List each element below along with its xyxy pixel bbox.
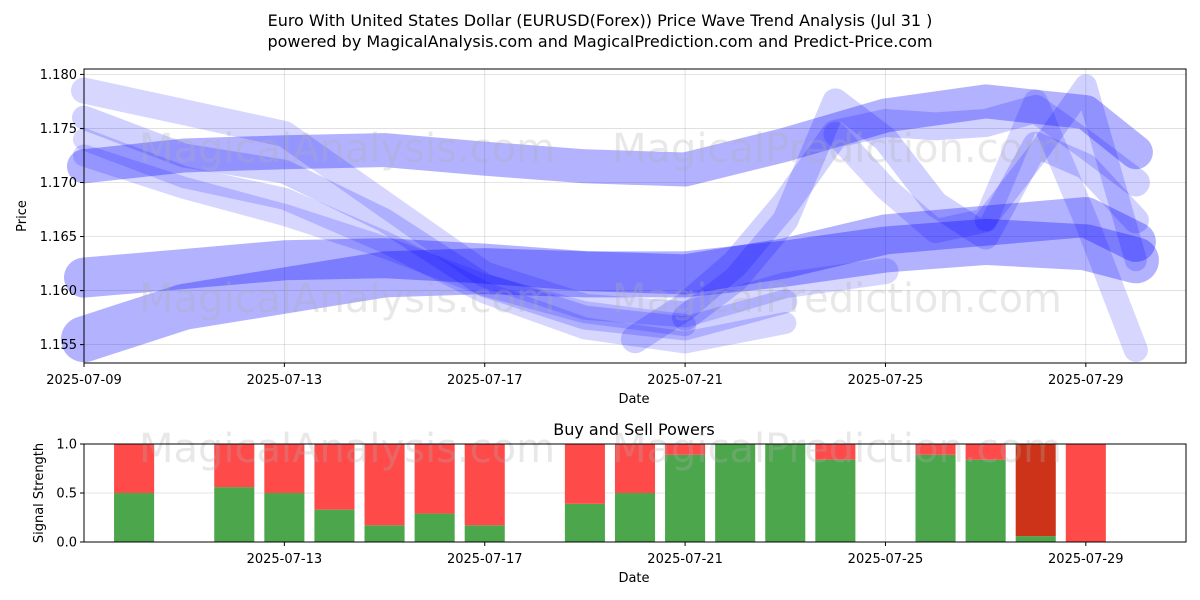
sell-bar: [815, 444, 856, 460]
buy-bar: [815, 459, 856, 542]
watermark-analysis-bottom: MagicalAnalysis.com: [139, 426, 555, 472]
power-x-tick-label: 2025-07-25: [848, 552, 924, 567]
price-y-tick-label: 1.175: [40, 122, 77, 137]
price-wave-wave-down-4: [73, 144, 697, 337]
power-x-tick-label: 2025-07-21: [647, 552, 723, 567]
buy-bar: [214, 487, 255, 542]
price-y-tick-label: 1.165: [40, 230, 77, 245]
sell-bar: [214, 444, 255, 488]
power-x-tick-label: 2025-07-13: [247, 552, 323, 567]
price-wave-wave-middle: [64, 197, 1156, 298]
price-grid: [83, 69, 1186, 363]
power-y-tick-label: 0.5: [56, 487, 77, 502]
price-wave-wave-down-1: [71, 77, 899, 328]
price-x-tick-label: 2025-07-09: [46, 373, 122, 388]
buy-bar: [765, 444, 806, 542]
watermark-analysis-top: MagicalAnalysis.com: [139, 126, 555, 172]
price-wave-wave-up-2: [672, 88, 1149, 331]
power-y-label: Signal Strength: [32, 443, 47, 543]
price-y-label: Price: [15, 200, 30, 232]
buy-bar: [364, 525, 405, 542]
price-wave-wave-upper: [67, 84, 1153, 187]
sell-bar: [564, 444, 605, 504]
buy-bar: [564, 503, 605, 542]
price-waves: [61, 74, 1159, 363]
power-x-tick-label: 2025-07-29: [1048, 552, 1124, 567]
sell-bar: [414, 444, 455, 514]
power-x-ticks: 2025-07-13 2025-07-17 2025-07-21 2025-07-25…: [247, 542, 1124, 567]
power-axes: Buy and Sell Powers MagicalAnalysis.com …: [32, 420, 1187, 586]
price-y-tick-label: 1.180: [40, 68, 77, 83]
sell-bar: [665, 444, 706, 455]
watermark-prediction-mid: MagicalPrediction.com: [612, 276, 1062, 322]
sell-bar: [114, 444, 155, 493]
price-wave-wave-down-3: [73, 128, 797, 354]
buy-bar: [665, 454, 706, 542]
sell-bar: [915, 444, 956, 455]
sell-bar: [1065, 444, 1106, 542]
buy-bar: [314, 509, 355, 542]
price-wave-wave-down-2: [72, 105, 798, 341]
price-y-tick-label: 1.170: [40, 176, 77, 191]
price-y-ticks: 1.155 1.160 1.165 1.170 1.175 1.180: [40, 68, 84, 353]
price-x-label: Date: [618, 392, 649, 407]
buy-bar: [414, 513, 455, 542]
power-x-label: Date: [618, 571, 649, 586]
price-x-tick-label: 2025-07-17: [447, 373, 523, 388]
watermark-prediction-bottom: MagicalPrediction.com: [612, 426, 1062, 472]
buy-bar: [915, 454, 956, 542]
power-y-tick-label: 0.0: [56, 536, 77, 551]
chart-title-line1: Euro With United States Dollar (EURUSD(F…: [268, 11, 933, 30]
price-wave-wave-up-4: [974, 74, 1147, 272]
watermark-prediction-top: MagicalPrediction.com: [612, 126, 1062, 172]
buy-bar: [114, 493, 155, 542]
sell-bar: [264, 444, 305, 493]
chart-title-line2: powered by MagicalAnalysis.com and Magic…: [267, 32, 932, 51]
power-chart-title: Buy and Sell Powers: [553, 420, 715, 439]
buy-bar: [464, 525, 505, 542]
price-wave-wave-up-3: [823, 89, 1148, 362]
price-x-tick-label: 2025-07-21: [647, 373, 723, 388]
price-x-ticks: 2025-07-09 2025-07-13 2025-07-17 2025-07-21…: [46, 363, 1124, 388]
power-bars: [114, 444, 1106, 542]
power-y-ticks: 0.0 0.5 1.0: [56, 438, 84, 551]
sell-bar: [364, 444, 405, 526]
price-x-tick-label: 2025-07-29: [1048, 373, 1124, 388]
buy-bar: [1015, 536, 1056, 542]
price-x-tick-label: 2025-07-13: [247, 373, 323, 388]
buy-bar: [264, 493, 305, 542]
buy-bar: [965, 459, 1006, 542]
sell-bar: [614, 444, 656, 493]
price-y-tick-label: 1.160: [40, 284, 77, 299]
price-y-tick-label: 1.155: [40, 338, 77, 353]
buy-bar: [715, 444, 756, 542]
sell-bar: [965, 444, 1006, 460]
power-x-tick-label: 2025-07-17: [447, 552, 523, 567]
price-axes: MagicalAnalysis.com MagicalPrediction.co…: [15, 68, 1187, 407]
price-wave-wave-lower: [61, 218, 1159, 363]
sell-bar: [464, 444, 505, 526]
price-axes-frame: [83, 68, 1187, 364]
sell-bar: [1015, 444, 1056, 537]
sell-bar: [314, 444, 355, 510]
price-x-tick-label: 2025-07-25: [848, 373, 924, 388]
buy-bar: [614, 493, 656, 542]
power-y-tick-label: 1.0: [56, 438, 77, 453]
price-wave-wave-up-1: [621, 95, 1150, 354]
watermark-analysis-mid: MagicalAnalysis.com: [139, 276, 555, 322]
